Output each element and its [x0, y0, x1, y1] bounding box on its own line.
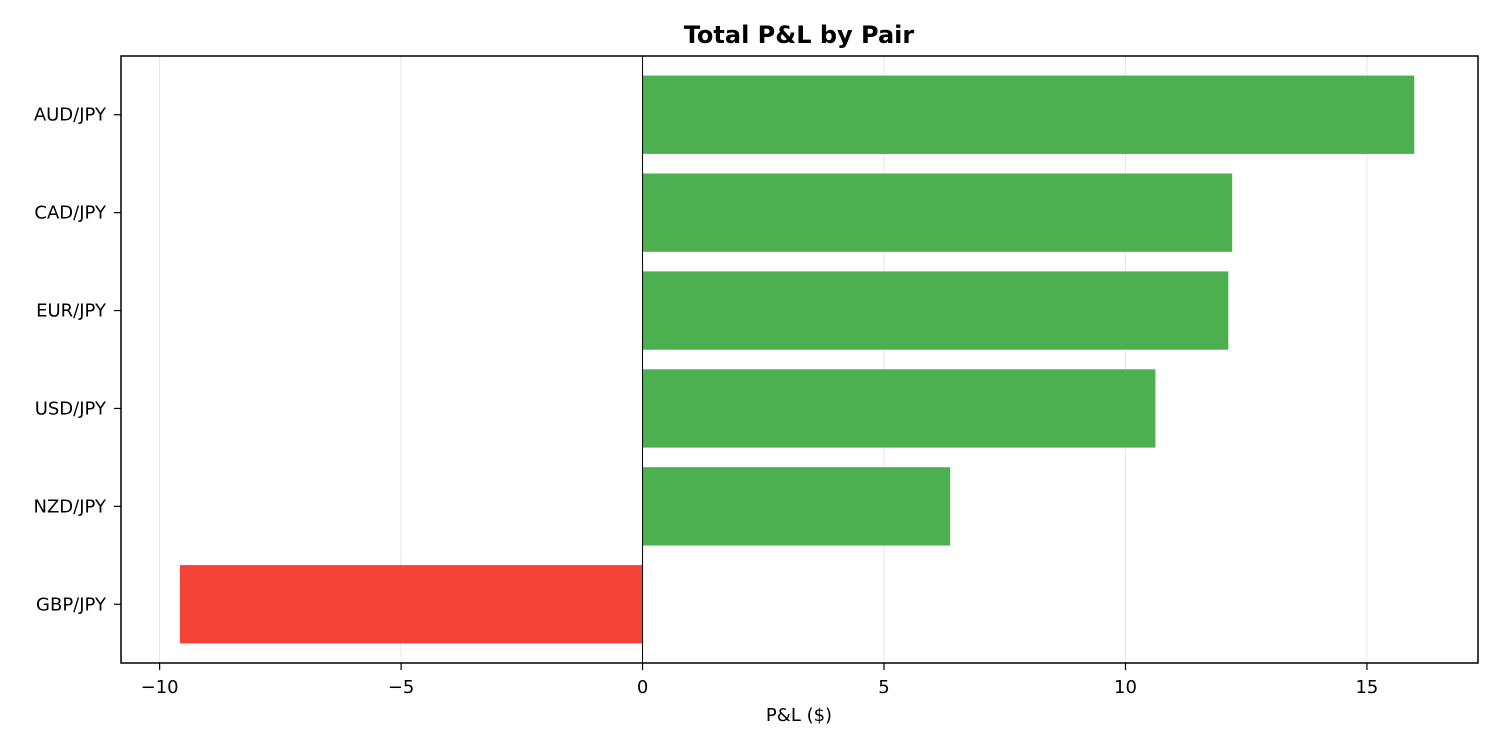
bar-gbp-jpy	[179, 565, 643, 644]
bar-nzd-jpy	[642, 467, 951, 546]
x-tick-label: 0	[637, 677, 648, 698]
x-tick-label: −5	[388, 677, 415, 698]
x-tick-label: 5	[878, 677, 889, 698]
y-axis-ticks: AUD/JPY CAD/JPY EUR/JPY USD/JPY NZD/JPY GBP/J…	[34, 105, 121, 615]
chart-title: Total P&L by Pair	[684, 21, 915, 49]
x-axis-ticks: −10 −5 0 5 10 15	[141, 663, 1378, 698]
y-tick-label: EUR/JPY	[36, 301, 107, 322]
y-tick-label: NZD/JPY	[34, 496, 107, 517]
y-tick-label: CAD/JPY	[34, 203, 107, 224]
bar-eur-jpy	[642, 271, 1229, 350]
x-tick-label: −10	[141, 677, 179, 698]
y-tick-label: GBP/JPY	[36, 594, 107, 615]
y-tick-label: USD/JPY	[35, 398, 107, 419]
axes-frame	[120, 55, 1479, 664]
x-axis-label: P&L ($)	[766, 705, 832, 726]
y-tick-label: AUD/JPY	[34, 105, 107, 126]
bar-usd-jpy	[642, 369, 1156, 448]
bars	[179, 75, 1415, 644]
bar-cad-jpy	[642, 173, 1233, 252]
x-tick-label: 10	[1114, 677, 1137, 698]
bar-aud-jpy	[642, 75, 1415, 154]
x-tick-label: 15	[1355, 677, 1378, 698]
